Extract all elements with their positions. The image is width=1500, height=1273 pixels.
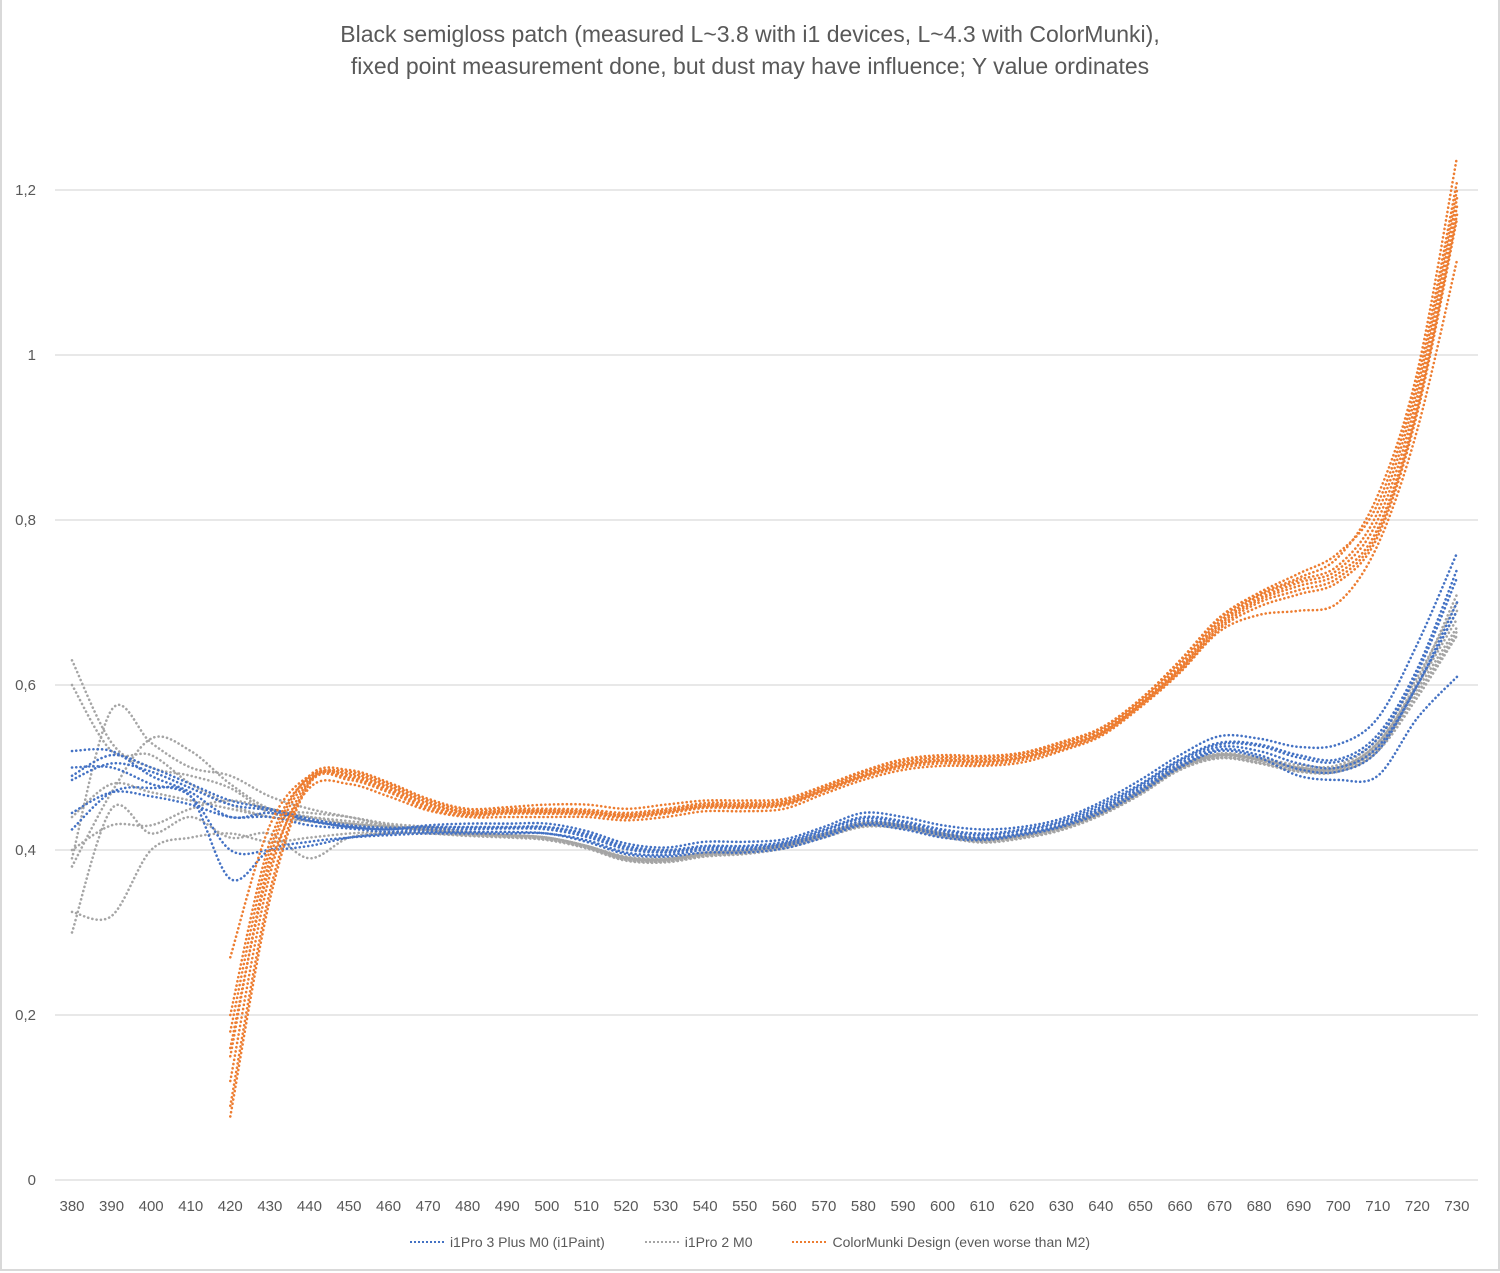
series-line-i1pro2-2 <box>70 634 1459 864</box>
chart-title-line-2: fixed point measurement done, but dust m… <box>350 53 1150 79</box>
x-tick-label: 430 <box>257 1198 282 1215</box>
chart-title-line-1: Black semigloss patch (measured L~3.8 wi… <box>340 21 1160 47</box>
x-tick-label: 450 <box>336 1198 361 1215</box>
x-tick-label: 410 <box>178 1198 203 1215</box>
y-tick-label: 0,2 <box>15 1007 36 1024</box>
x-tick-label: 700 <box>1326 1198 1351 1215</box>
legend-label-i1pro3: i1Pro 3 Plus M0 (i1Paint) <box>449 1234 605 1250</box>
x-tick-label: 670 <box>1207 1198 1232 1215</box>
series-line-i1pro2-1 <box>70 617 1459 862</box>
x-tick-label: 470 <box>416 1198 441 1215</box>
legend-label-colormunki: ColorMunki Design (even worse than M2) <box>832 1234 1091 1250</box>
x-tick-label: 600 <box>930 1198 955 1215</box>
legend-item-i1pro3[interactable]: i1Pro 3 Plus M0 (i1Paint) <box>409 1234 605 1250</box>
series-line-i1pro3-4 <box>70 601 1459 854</box>
x-tick-label: 560 <box>772 1198 797 1215</box>
series-line-colormunki-3 <box>229 197 1459 1058</box>
x-tick-label: 630 <box>1049 1198 1074 1215</box>
x-tick-label: 500 <box>534 1198 559 1215</box>
x-tick-label: 530 <box>653 1198 678 1215</box>
x-tick-label: 400 <box>139 1198 164 1215</box>
x-tick-label: 720 <box>1405 1198 1430 1215</box>
series-line-colormunki-6 <box>229 217 1459 1118</box>
x-tick-label: 640 <box>1088 1198 1113 1215</box>
chart-title: Black semigloss patch (measured L~3.8 wi… <box>0 18 1500 82</box>
x-tick-label: 660 <box>1167 1198 1192 1215</box>
series-line-i1pro2-5 <box>70 630 1459 934</box>
x-axis-tick-labels: 380 390 400 410 420 430 440 450 460 470 480 490 500 5… <box>59 1198 1469 1215</box>
series-line-colormunki-1 <box>229 155 1459 959</box>
plot-area: 0 0,2 0,4 0,6 0,8 1 1,2 380 390 400 410 420 430 440 4… <box>15 155 1478 1215</box>
x-tick-label: 510 <box>574 1198 599 1215</box>
series-lines <box>70 155 1459 1118</box>
series-line-colormunki-2 <box>229 188 1459 1017</box>
series-line-colormunki-5 <box>229 213 1459 1108</box>
series-line-i1pro2-6 <box>70 634 1459 922</box>
series-line-colormunki-7 <box>229 258 1459 1050</box>
x-tick-label: 540 <box>693 1198 718 1215</box>
x-tick-label: 550 <box>732 1198 757 1215</box>
legend-item-i1pro2[interactable]: i1Pro 2 M0 <box>644 1234 753 1250</box>
y-tick-label: 1,2 <box>15 182 36 199</box>
series-line-i1pro3-3 <box>70 576 1459 853</box>
legend: i1Pro 3 Plus M0 (i1Paint) i1Pro 2 M0 Col… <box>0 1234 1500 1250</box>
legend-swatch-colormunki <box>792 1241 827 1243</box>
x-tick-label: 460 <box>376 1198 401 1215</box>
series-line-i1pro2-4 <box>70 626 1459 862</box>
x-tick-label: 590 <box>890 1198 915 1215</box>
x-tick-label: 440 <box>297 1198 322 1215</box>
y-tick-label: 0,8 <box>15 512 36 529</box>
y-tick-label: 0,4 <box>15 842 36 859</box>
x-tick-label: 710 <box>1365 1198 1390 1215</box>
legend-swatch-i1pro3 <box>409 1241 444 1243</box>
legend-label-i1pro2: i1Pro 2 M0 <box>684 1234 753 1250</box>
series-line-i1pro2-7 <box>70 593 1459 861</box>
x-tick-label: 380 <box>59 1198 84 1215</box>
x-tick-label: 420 <box>218 1198 243 1215</box>
x-tick-label: 650 <box>1128 1198 1153 1215</box>
x-tick-label: 730 <box>1444 1198 1469 1215</box>
x-tick-label: 390 <box>99 1198 124 1215</box>
x-tick-label: 570 <box>811 1198 836 1215</box>
x-tick-label: 580 <box>851 1198 876 1215</box>
gridlines <box>55 189 1478 1181</box>
x-tick-label: 680 <box>1247 1198 1272 1215</box>
series-line-colormunki-8 <box>229 180 1459 1033</box>
series-line-i1pro3-5 <box>70 675 1459 882</box>
y-tick-label: 0,6 <box>15 677 36 694</box>
series-line-i1pro3-2 <box>70 568 1459 852</box>
legend-swatch-i1pro2 <box>644 1241 679 1243</box>
x-tick-label: 690 <box>1286 1198 1311 1215</box>
x-tick-label: 610 <box>970 1198 995 1215</box>
y-tick-label: 0 <box>28 1172 36 1189</box>
series-line-colormunki-4 <box>229 205 1459 1083</box>
x-tick-label: 490 <box>495 1198 520 1215</box>
x-tick-label: 620 <box>1009 1198 1034 1215</box>
series-line-i1pro2-3 <box>70 601 1459 868</box>
series-line-i1pro3-6 <box>70 609 1459 857</box>
legend-item-colormunki[interactable]: ColorMunki Design (even worse than M2) <box>792 1234 1090 1250</box>
x-tick-label: 520 <box>613 1198 638 1215</box>
y-tick-label: 1 <box>28 347 36 364</box>
x-tick-label: 480 <box>455 1198 480 1215</box>
y-axis-tick-labels: 0 0,2 0,4 0,6 0,8 1 1,2 <box>15 182 36 1189</box>
